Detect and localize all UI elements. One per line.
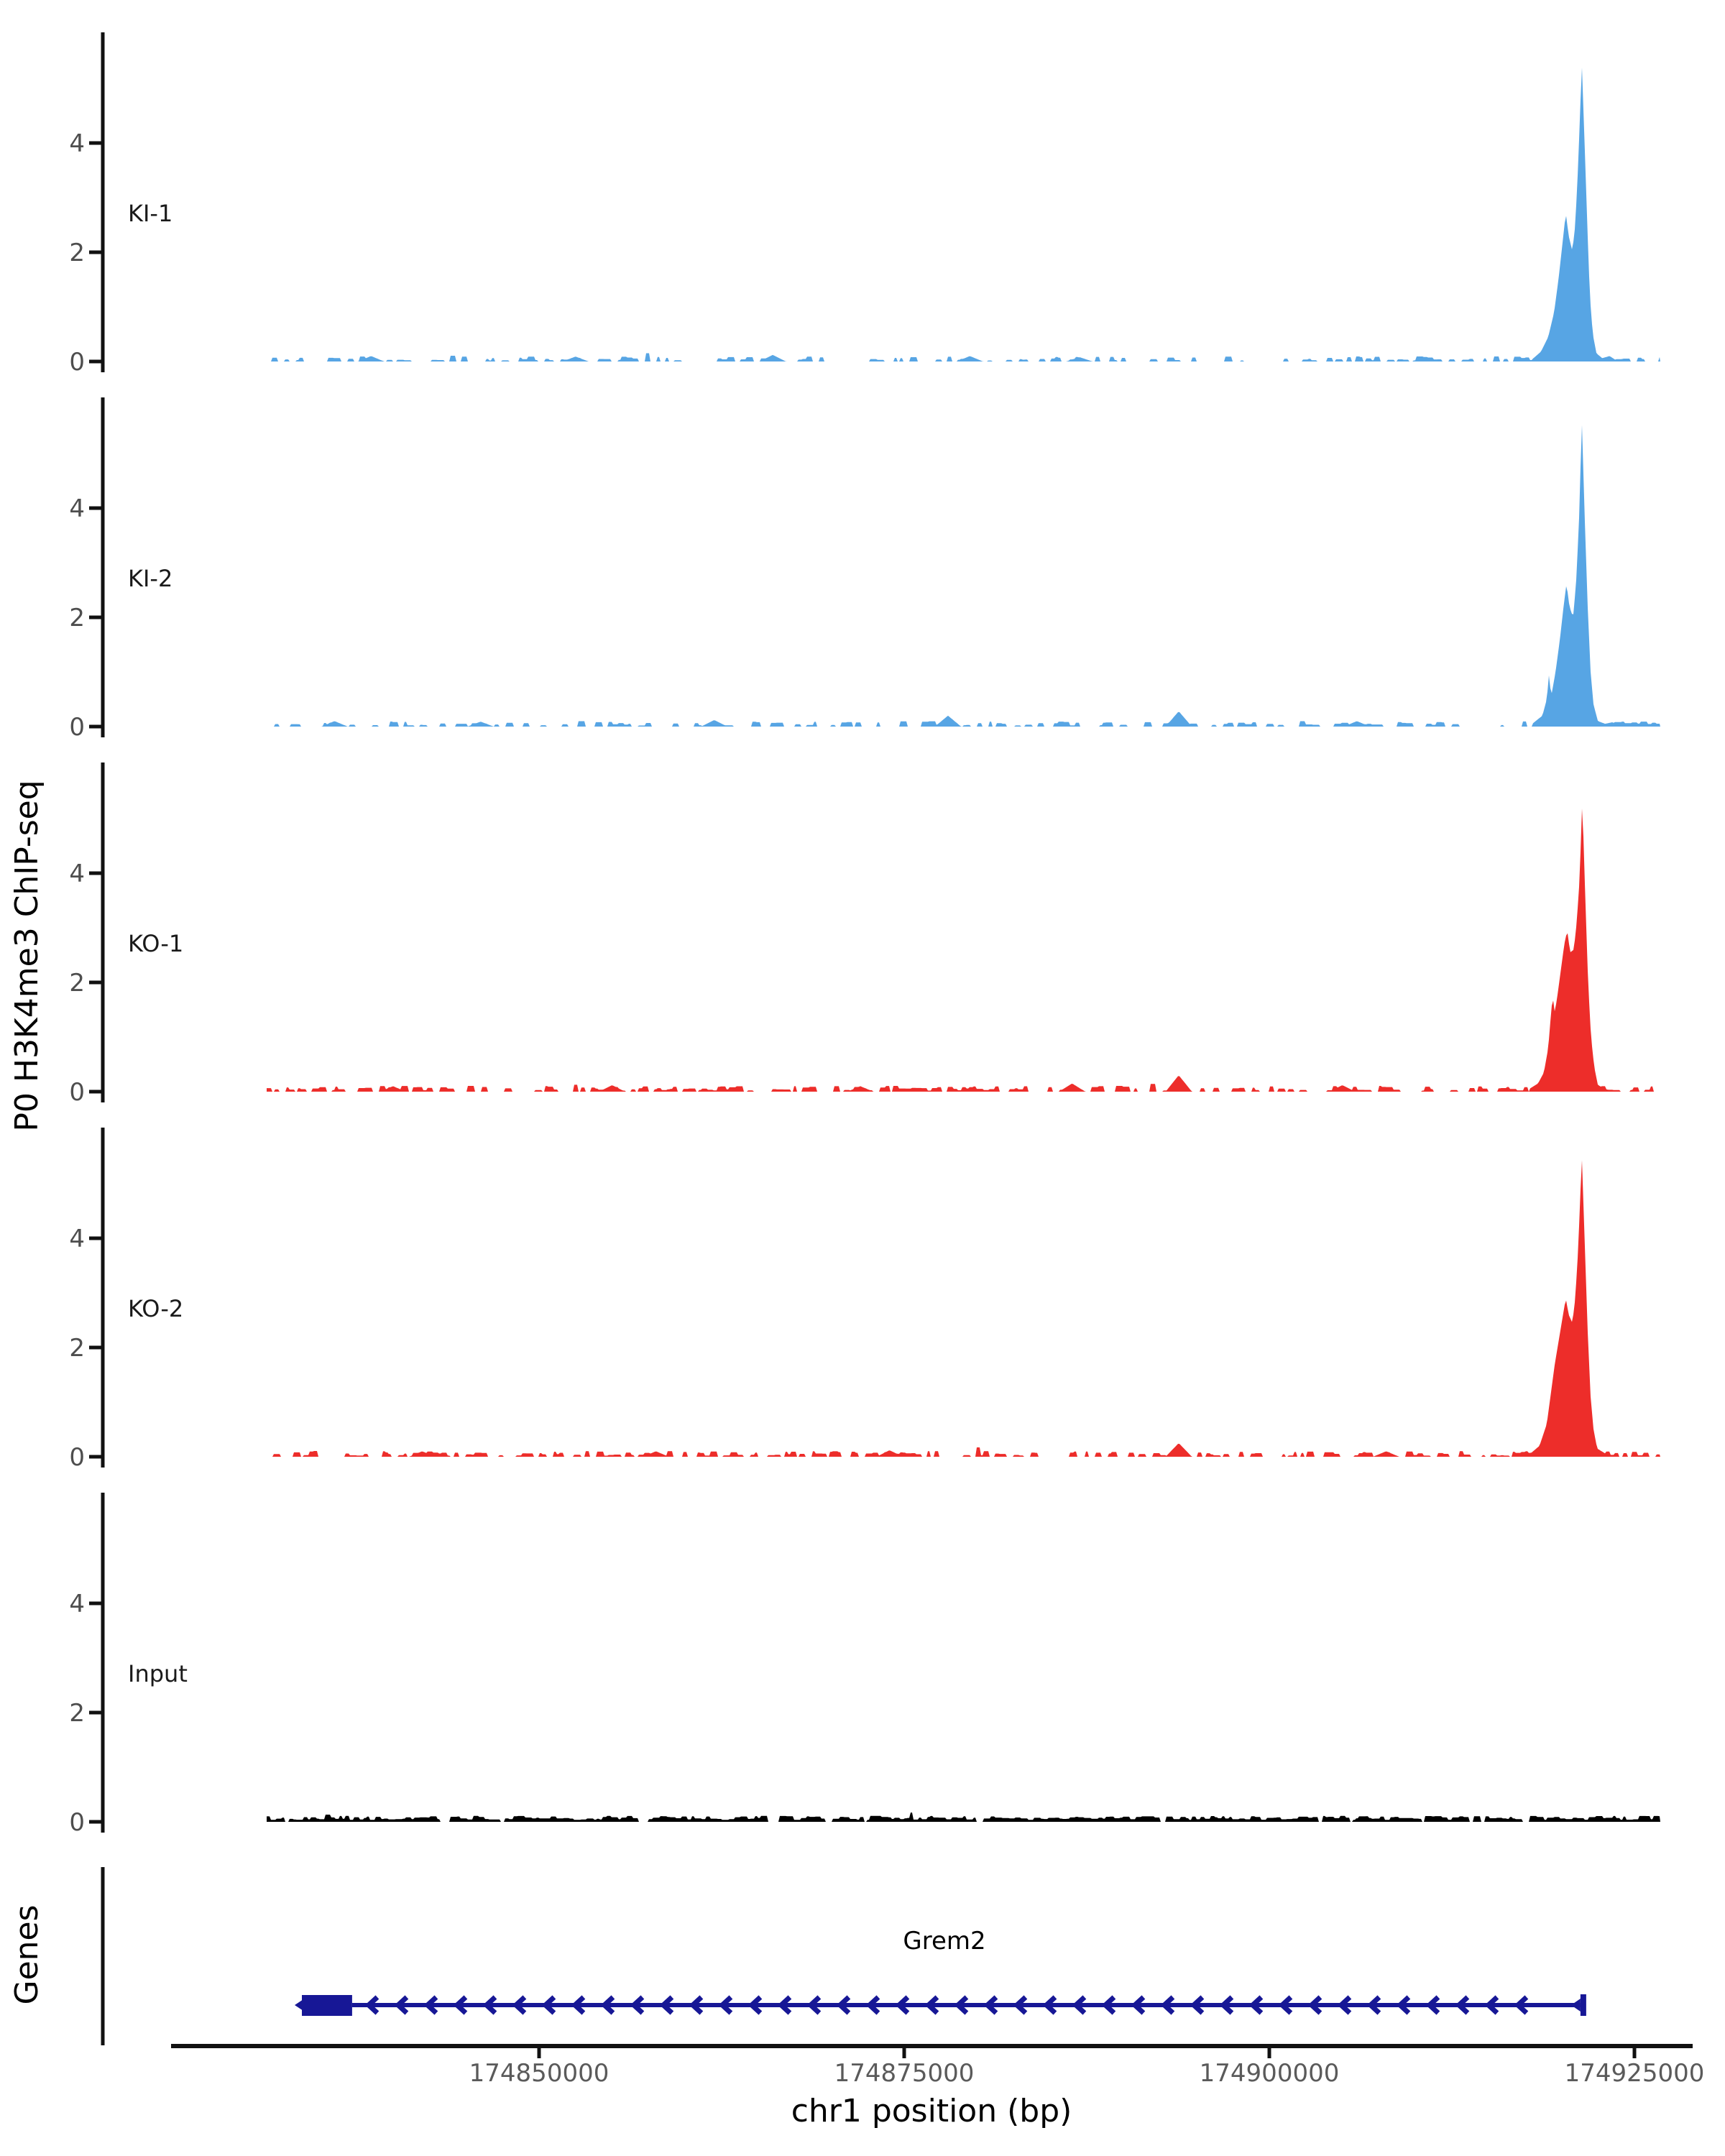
gene-left-arrow-icon xyxy=(295,1999,304,2011)
y-tick-label: 0 xyxy=(69,1808,85,1837)
gene-strand-arrow-icon xyxy=(777,1995,792,2015)
y-tick-label: 2 xyxy=(69,1334,85,1363)
gene-strand-arrow-icon xyxy=(924,1995,939,2015)
gene-strand-arrow-icon xyxy=(1337,1995,1352,2015)
gene-strand-arrow-icon xyxy=(1396,1995,1411,2015)
x-axis: 174850000 174875000 174900000 174925000 chr1… xyxy=(171,2044,1705,2129)
y-tick-label: 4 xyxy=(69,1225,85,1253)
track-Input: 0 2 4 Input xyxy=(69,1493,1660,1837)
gene-strand-arrow-icon xyxy=(1366,1995,1381,2015)
coverage-area-KO-1 xyxy=(267,808,1660,1092)
x-tick-label: 174850000 xyxy=(469,2059,610,2088)
y-tick-label: 2 xyxy=(69,969,85,998)
gene-strand-arrow-icon xyxy=(1101,1995,1116,2015)
gene-name-label: Grem2 xyxy=(903,1927,985,1955)
gene-strand-arrow-icon xyxy=(571,1995,586,2015)
gene-strand-arrow-icon xyxy=(630,1995,645,2015)
gene-end-bar xyxy=(1580,1994,1586,2016)
gene-strand-arrow-icon xyxy=(748,1995,763,2015)
track-label-KI-2: KI-2 xyxy=(128,565,172,592)
y-tick-label: 0 xyxy=(69,1443,85,1472)
track-KI-1: 0 2 4 KI-1 xyxy=(69,32,1660,377)
y-tick-label: 2 xyxy=(69,1699,85,1728)
y-tick-label: 2 xyxy=(69,604,85,632)
gene-strand-arrow-icon xyxy=(1190,1995,1205,2015)
coverage-area-Input xyxy=(267,1812,1660,1822)
coverage-area-KI-1 xyxy=(267,68,1660,361)
gene-strand-arrow-icon xyxy=(364,1995,380,2015)
y-tick-label: 4 xyxy=(69,1590,85,1618)
gene-strand-arrow-icon xyxy=(806,1995,822,2015)
y-tick-label: 4 xyxy=(69,860,85,888)
coverage-area-KI-2 xyxy=(267,425,1660,727)
gene-strand-arrow-icon xyxy=(1131,1995,1146,2015)
gene-strand-arrow-icon xyxy=(1042,1995,1057,2015)
gene-exon-box xyxy=(302,1995,352,2016)
x-tick-label: 174925000 xyxy=(1565,2059,1705,2088)
y-tick-label: 0 xyxy=(69,713,85,742)
x-tick-label: 174900000 xyxy=(1200,2059,1340,2088)
x-axis-title: chr1 position (bp) xyxy=(791,2093,1072,2129)
y-tick-label: 0 xyxy=(69,1078,85,1107)
gene-strand-arrow-icon xyxy=(600,1995,615,2015)
track-KO-2: 0 2 4 KO-2 xyxy=(69,1128,1660,1472)
x-tick-label: 174875000 xyxy=(834,2059,975,2088)
gene-strand-arrow-icon xyxy=(1072,1995,1087,2015)
gene-strand-arrow-icon xyxy=(1425,1995,1440,2015)
gene-strand-arrow-icon xyxy=(1484,1995,1499,2015)
y-tick-label: 0 xyxy=(69,348,85,377)
gene-strand-arrow-icon xyxy=(1514,1995,1529,2015)
track-KI-2: 0 2 4 KI-2 xyxy=(69,397,1660,742)
gene-strand-arrow-icon xyxy=(1278,1995,1293,2015)
gene-strand-arrow-icon xyxy=(895,1995,910,2015)
genes-axis-title: Genes xyxy=(9,1904,45,2004)
gene-strand-arrow-icon xyxy=(453,1995,468,2015)
track-KO-1: 0 2 4 KO-1 xyxy=(69,763,1660,1107)
gene-track: Genes Grem2 xyxy=(9,1867,1586,2045)
track-label-KO-1: KO-1 xyxy=(128,930,183,957)
y-axis-title: P0 H3K4me3 ChIP-seq xyxy=(9,780,45,1131)
gene-strand-arrow-icon xyxy=(423,1995,438,2015)
gene-strand-arrow-icon xyxy=(1160,1995,1175,2015)
coverage-area-KO-2 xyxy=(267,1160,1660,1457)
gene-strand-arrow-icon xyxy=(1455,1995,1470,2015)
gene-strand-arrow-icon xyxy=(659,1995,674,2015)
y-tick-label: 4 xyxy=(69,494,85,523)
gene-strand-arrow-icon xyxy=(1013,1995,1028,2015)
track-label-KO-2: KO-2 xyxy=(128,1295,183,1322)
gene-strand-arrow-icon xyxy=(1307,1995,1322,2015)
y-tick-label: 2 xyxy=(69,239,85,267)
gene-strand-arrow-icon xyxy=(1219,1995,1234,2015)
track-label-Input: Input xyxy=(128,1660,188,1687)
gene-strand-arrow-icon xyxy=(394,1995,409,2015)
gene-strand-arrow-icon xyxy=(512,1995,527,2015)
y-tick-label: 4 xyxy=(69,129,85,158)
gene-strand-arrow-icon xyxy=(541,1995,556,2015)
track-label-KI-1: KI-1 xyxy=(128,200,172,227)
gene-strand-arrow-icon xyxy=(836,1995,851,2015)
gene-strand-arrow-icon xyxy=(482,1995,497,2015)
gene-strand-arrow-icon xyxy=(718,1995,733,2015)
gene-strand-arrow-icon xyxy=(983,1995,998,2015)
gene-strand-arrow-icon xyxy=(689,1995,704,2015)
gene-strand-arrow-icon xyxy=(954,1995,969,2015)
gene-strand-arrow-icon xyxy=(865,1995,880,2015)
gene-strand-arrow-icon xyxy=(1248,1995,1264,2015)
gene-end-arrow-icon xyxy=(1570,1999,1581,2012)
